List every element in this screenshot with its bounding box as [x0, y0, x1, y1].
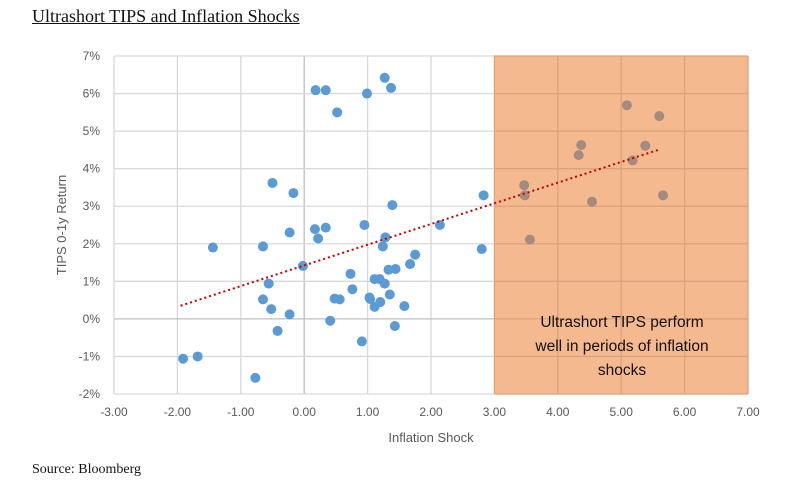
- x-tick-label: 3.00: [483, 405, 507, 419]
- data-point: [389, 321, 400, 332]
- y-tick-label: 7%: [83, 49, 101, 63]
- data-point: [250, 372, 261, 383]
- data-point: [573, 150, 584, 161]
- data-point: [192, 351, 203, 362]
- data-point: [380, 232, 391, 243]
- data-point: [313, 233, 324, 244]
- x-tick-label: 5.00: [610, 405, 634, 419]
- data-point: [576, 140, 587, 151]
- data-point: [365, 293, 376, 304]
- annotation-line: Ultrashort TIPS perform: [540, 314, 703, 331]
- data-point: [267, 177, 278, 188]
- data-point: [587, 196, 598, 207]
- trend-line: [180, 148, 661, 307]
- data-point: [325, 315, 336, 326]
- data-point: [347, 284, 358, 295]
- data-point: [654, 111, 665, 122]
- y-tick-label: -1%: [79, 349, 101, 363]
- data-point: [524, 234, 535, 245]
- data-point: [263, 278, 274, 289]
- data-point: [658, 190, 669, 201]
- data-point: [284, 227, 295, 238]
- data-point: [387, 200, 398, 211]
- y-tick-label: 3%: [83, 199, 101, 213]
- data-point: [272, 325, 283, 336]
- data-point: [297, 260, 308, 271]
- y-tick-label: 0%: [83, 312, 101, 326]
- data-point: [478, 190, 489, 201]
- data-point: [476, 244, 487, 255]
- data-point: [621, 100, 632, 111]
- x-tick-label: 7.00: [736, 405, 760, 419]
- data-point: [369, 301, 380, 312]
- data-point: [257, 294, 268, 305]
- data-point: [310, 85, 321, 96]
- x-tick-label: 2.00: [419, 405, 443, 419]
- data-point: [519, 190, 530, 201]
- x-tick-label: -1.00: [227, 405, 255, 419]
- data-point: [359, 220, 370, 230]
- data-point: [377, 241, 388, 252]
- data-point: [379, 278, 390, 289]
- data-point: [178, 353, 189, 364]
- data-point: [356, 336, 367, 347]
- data-point: [266, 304, 277, 315]
- data-point: [434, 220, 445, 230]
- x-axis-label: Inflation Shock: [388, 430, 474, 445]
- y-tick-label: 4%: [83, 162, 101, 176]
- data-point: [390, 263, 401, 274]
- x-tick-label: 4.00: [546, 405, 570, 419]
- data-point: [519, 180, 530, 191]
- data-point: [284, 309, 295, 320]
- source-note: Source: Bloomberg: [32, 462, 142, 477]
- annotation-line: shocks: [598, 362, 646, 379]
- chart-title: Ultrashort TIPS and Inflation Shocks: [32, 6, 300, 26]
- data-point: [386, 82, 397, 93]
- data-point: [379, 72, 390, 83]
- data-point: [345, 268, 356, 279]
- data-point: [288, 188, 299, 199]
- data-point: [384, 289, 395, 300]
- data-point: [405, 259, 416, 270]
- data-point: [399, 301, 410, 312]
- x-tick-label: 6.00: [673, 405, 697, 419]
- y-tick-label: 1%: [83, 274, 101, 288]
- x-tick-label: -3.00: [100, 405, 128, 419]
- x-tick-label: -2.00: [164, 405, 192, 419]
- y-tick-label: 2%: [83, 237, 101, 251]
- data-point: [332, 107, 343, 118]
- data-point: [257, 241, 268, 252]
- data-point: [334, 294, 345, 305]
- data-point: [640, 140, 651, 151]
- annotation-line: well in periods of inflation: [534, 338, 708, 355]
- y-tick-label: 6%: [83, 87, 101, 101]
- data-point: [207, 242, 218, 253]
- x-tick-label: 1.00: [356, 405, 380, 419]
- data-point: [410, 249, 421, 260]
- y-axis-label: TIPS 0-1y Return: [54, 175, 69, 275]
- x-tick-label: 0.00: [293, 405, 317, 419]
- data-point: [361, 88, 372, 99]
- data-point: [309, 224, 320, 235]
- data-point: [320, 85, 331, 96]
- y-tick-label: 5%: [83, 124, 101, 138]
- data-point: [320, 222, 331, 233]
- y-tick-label: -2%: [79, 387, 101, 401]
- data-point: [627, 155, 638, 166]
